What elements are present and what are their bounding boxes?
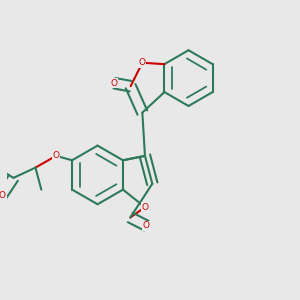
Text: O: O [0,191,5,200]
Text: O: O [142,203,148,212]
Text: O: O [139,58,146,67]
Text: O: O [111,79,118,88]
Text: O: O [143,221,150,230]
Text: O: O [52,152,59,160]
